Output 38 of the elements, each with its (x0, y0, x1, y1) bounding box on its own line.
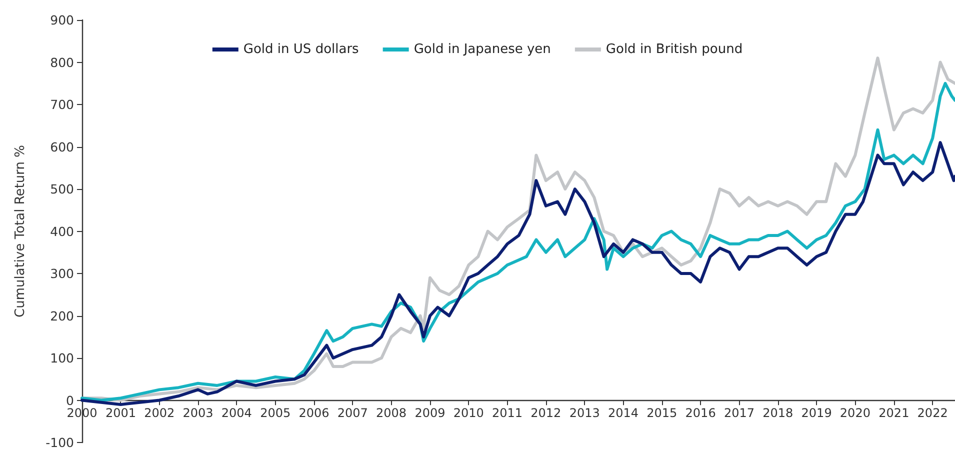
x-tick-label: 2018 (762, 406, 794, 420)
y-tick-label: 900 (50, 12, 74, 28)
x-tick-label: 2005 (260, 406, 291, 420)
x-tick-label: 2016 (685, 406, 716, 420)
legend-label: Gold in British pound (606, 42, 743, 57)
x-tick-label: 2012 (530, 406, 562, 420)
x-tick-label: 2021 (878, 406, 910, 420)
x-tick-label: 2007 (337, 406, 368, 420)
y-tick-label: 500 (50, 182, 74, 196)
x-tick-label: 2017 (724, 406, 755, 420)
y-tick-label: 300 (50, 266, 74, 281)
x-tick-label: 2010 (453, 406, 484, 420)
x-tick-label: 2004 (221, 406, 252, 420)
y-tick-label: 200 (50, 308, 74, 324)
x-tick-label: 2002 (144, 406, 175, 420)
y-tick-label: 800 (50, 54, 74, 70)
line-series (80, 141, 955, 406)
y-axis-title: Cumulative Total Return % (13, 145, 28, 318)
x-tick-label: 2015 (646, 406, 678, 420)
y-tick-label: -100 (46, 435, 74, 449)
legend-label: Gold in US dollars (243, 42, 360, 57)
x-tick-label: 2011 (492, 406, 523, 420)
x-tick-label: 2022 (917, 406, 948, 420)
x-tick-label: 2008 (376, 406, 407, 420)
legend-label: Gold in Japanese yen (414, 42, 551, 57)
y-tick-label: 700 (50, 97, 74, 112)
x-tick-label: 2019 (801, 406, 832, 420)
x-tick-label: 2009 (414, 406, 446, 420)
y-tick-label: 400 (50, 224, 74, 239)
x-tick-label: 2003 (182, 406, 214, 420)
y-tick-label: 600 (50, 139, 74, 154)
x-tick-label: 2001 (105, 406, 136, 420)
x-tick-label: 2014 (608, 406, 639, 420)
x-tick-label: 2006 (298, 406, 330, 420)
y-tick-label: 0 (66, 392, 74, 408)
x-tick-label: 2013 (569, 406, 600, 420)
y-tick-label: 100 (50, 350, 74, 366)
x-tick-label: 2020 (840, 406, 870, 420)
